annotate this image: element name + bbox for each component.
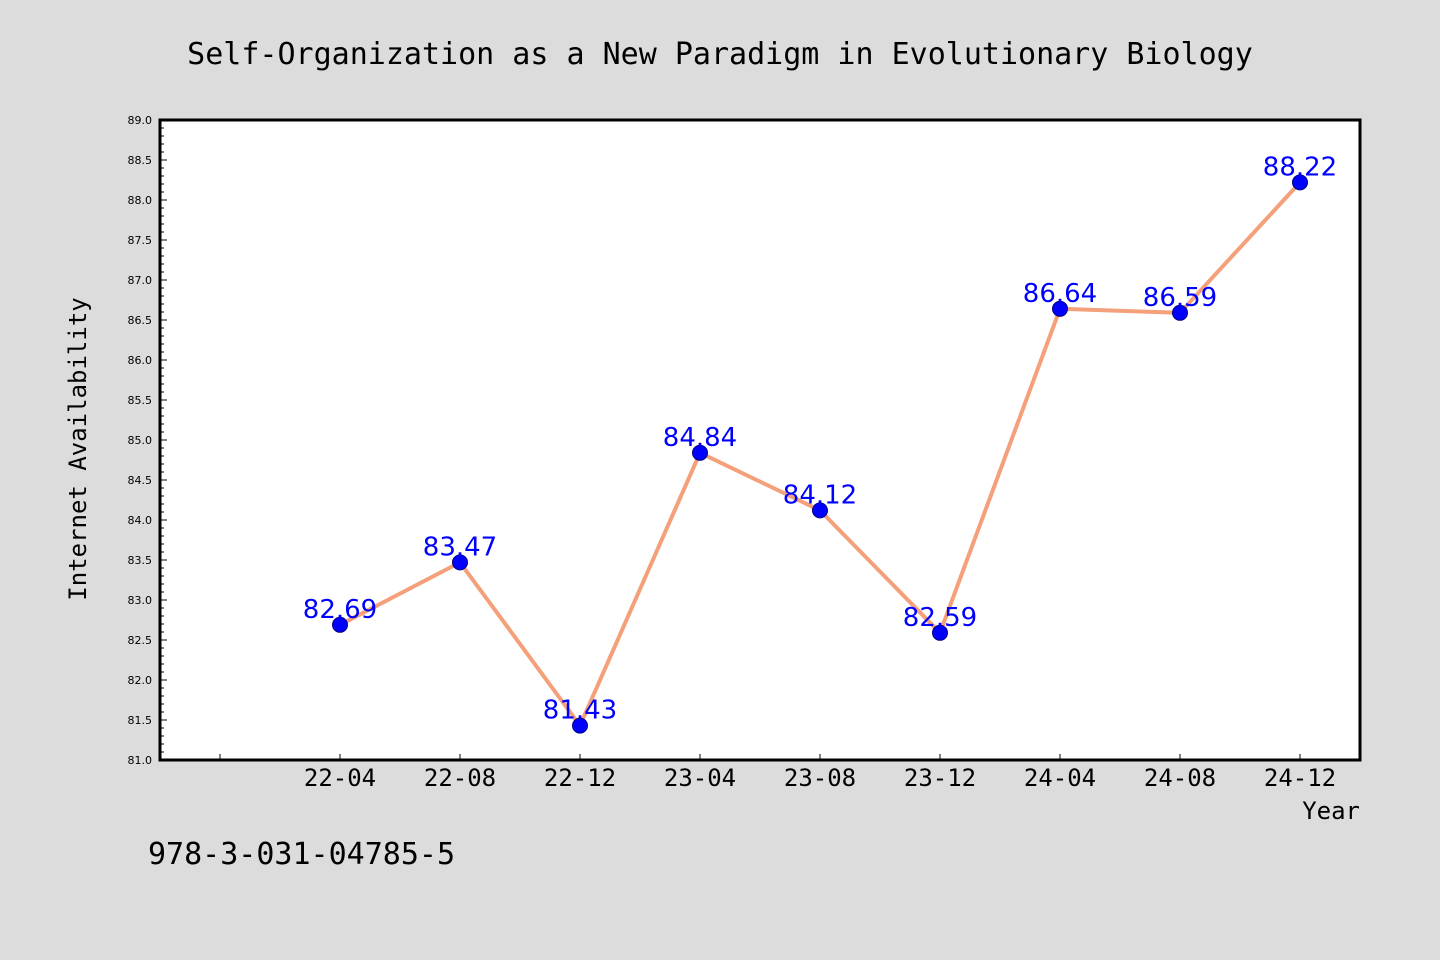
data-label: 82.59 bbox=[903, 603, 977, 633]
x-tick-label: 22-12 bbox=[544, 764, 616, 792]
data-label: 86.59 bbox=[1143, 283, 1217, 313]
x-tick-label: 24-08 bbox=[1144, 764, 1216, 792]
y-tick-label: 85.5 bbox=[128, 394, 153, 407]
y-tick-label: 84.5 bbox=[128, 474, 153, 487]
y-tick-label: 86.0 bbox=[128, 354, 153, 367]
data-label: 84.84 bbox=[663, 423, 737, 453]
x-axis-label: Year bbox=[1302, 797, 1360, 825]
y-tick-label: 82.0 bbox=[128, 674, 153, 687]
y-tick-label: 87.0 bbox=[128, 274, 153, 287]
x-tick-label: 23-08 bbox=[784, 764, 856, 792]
data-point bbox=[572, 717, 588, 734]
y-tick-label: 81.5 bbox=[128, 714, 153, 727]
data-label: 84.12 bbox=[783, 480, 857, 510]
y-tick-label: 89.0 bbox=[128, 114, 153, 127]
data-label: 82.69 bbox=[303, 595, 377, 625]
data-point bbox=[1052, 300, 1068, 317]
x-axis-ticks: 22-04 22-08 22-12 23-04 23-08 23-12 24-04 24-08… bbox=[219, 754, 1336, 792]
y-tick-label: 82.5 bbox=[128, 634, 153, 647]
y-tick-label: 85.0 bbox=[128, 434, 153, 447]
x-tick-label: 24-12 bbox=[1264, 764, 1336, 792]
data-point bbox=[452, 554, 468, 571]
y-tick-label: 88.0 bbox=[128, 194, 153, 207]
y-axis-label: Internet Availability bbox=[64, 297, 92, 600]
y-tick-label: 86.5 bbox=[128, 314, 153, 327]
data-point bbox=[932, 624, 948, 641]
x-tick-label: 22-08 bbox=[424, 764, 496, 792]
y-tick-label: 84.0 bbox=[128, 514, 153, 527]
data-point bbox=[1292, 174, 1308, 191]
chart-title: Self-Organization as a New Paradigm in E… bbox=[187, 37, 1253, 72]
y-tick-label: 83.5 bbox=[128, 554, 153, 567]
data-point bbox=[332, 616, 348, 633]
y-tick-label: 81.0 bbox=[128, 754, 153, 767]
x-tick-label: 24-04 bbox=[1024, 764, 1096, 792]
footer-isbn: 978-3-031-04785-5 bbox=[148, 837, 455, 872]
data-label: 83.47 bbox=[423, 532, 497, 562]
x-tick-label: 23-04 bbox=[664, 764, 736, 792]
y-tick-label: 88.5 bbox=[128, 154, 153, 167]
data-label: 86.64 bbox=[1023, 279, 1097, 309]
x-tick-label: 22-04 bbox=[304, 764, 376, 792]
y-tick-label: 83.0 bbox=[128, 594, 153, 607]
data-point bbox=[692, 444, 708, 461]
plot-area bbox=[158, 118, 1362, 762]
y-tick-label: 87.5 bbox=[128, 234, 153, 247]
data-labels: 82.69 83.47 81.43 84.84 84.12 82.59 86.64 86.59… bbox=[303, 152, 1337, 725]
series-group bbox=[332, 174, 1308, 734]
data-point bbox=[812, 502, 828, 519]
data-label: 81.43 bbox=[543, 696, 617, 726]
x-tick-label: 23-12 bbox=[904, 764, 976, 792]
y-axis-ticks: 81.0 81.5 82.0 82.5 83.0 83.5 84.0 84.5 85.0 85.5… bbox=[128, 114, 167, 767]
data-point bbox=[1172, 304, 1188, 321]
data-label: 88.22 bbox=[1263, 152, 1337, 182]
